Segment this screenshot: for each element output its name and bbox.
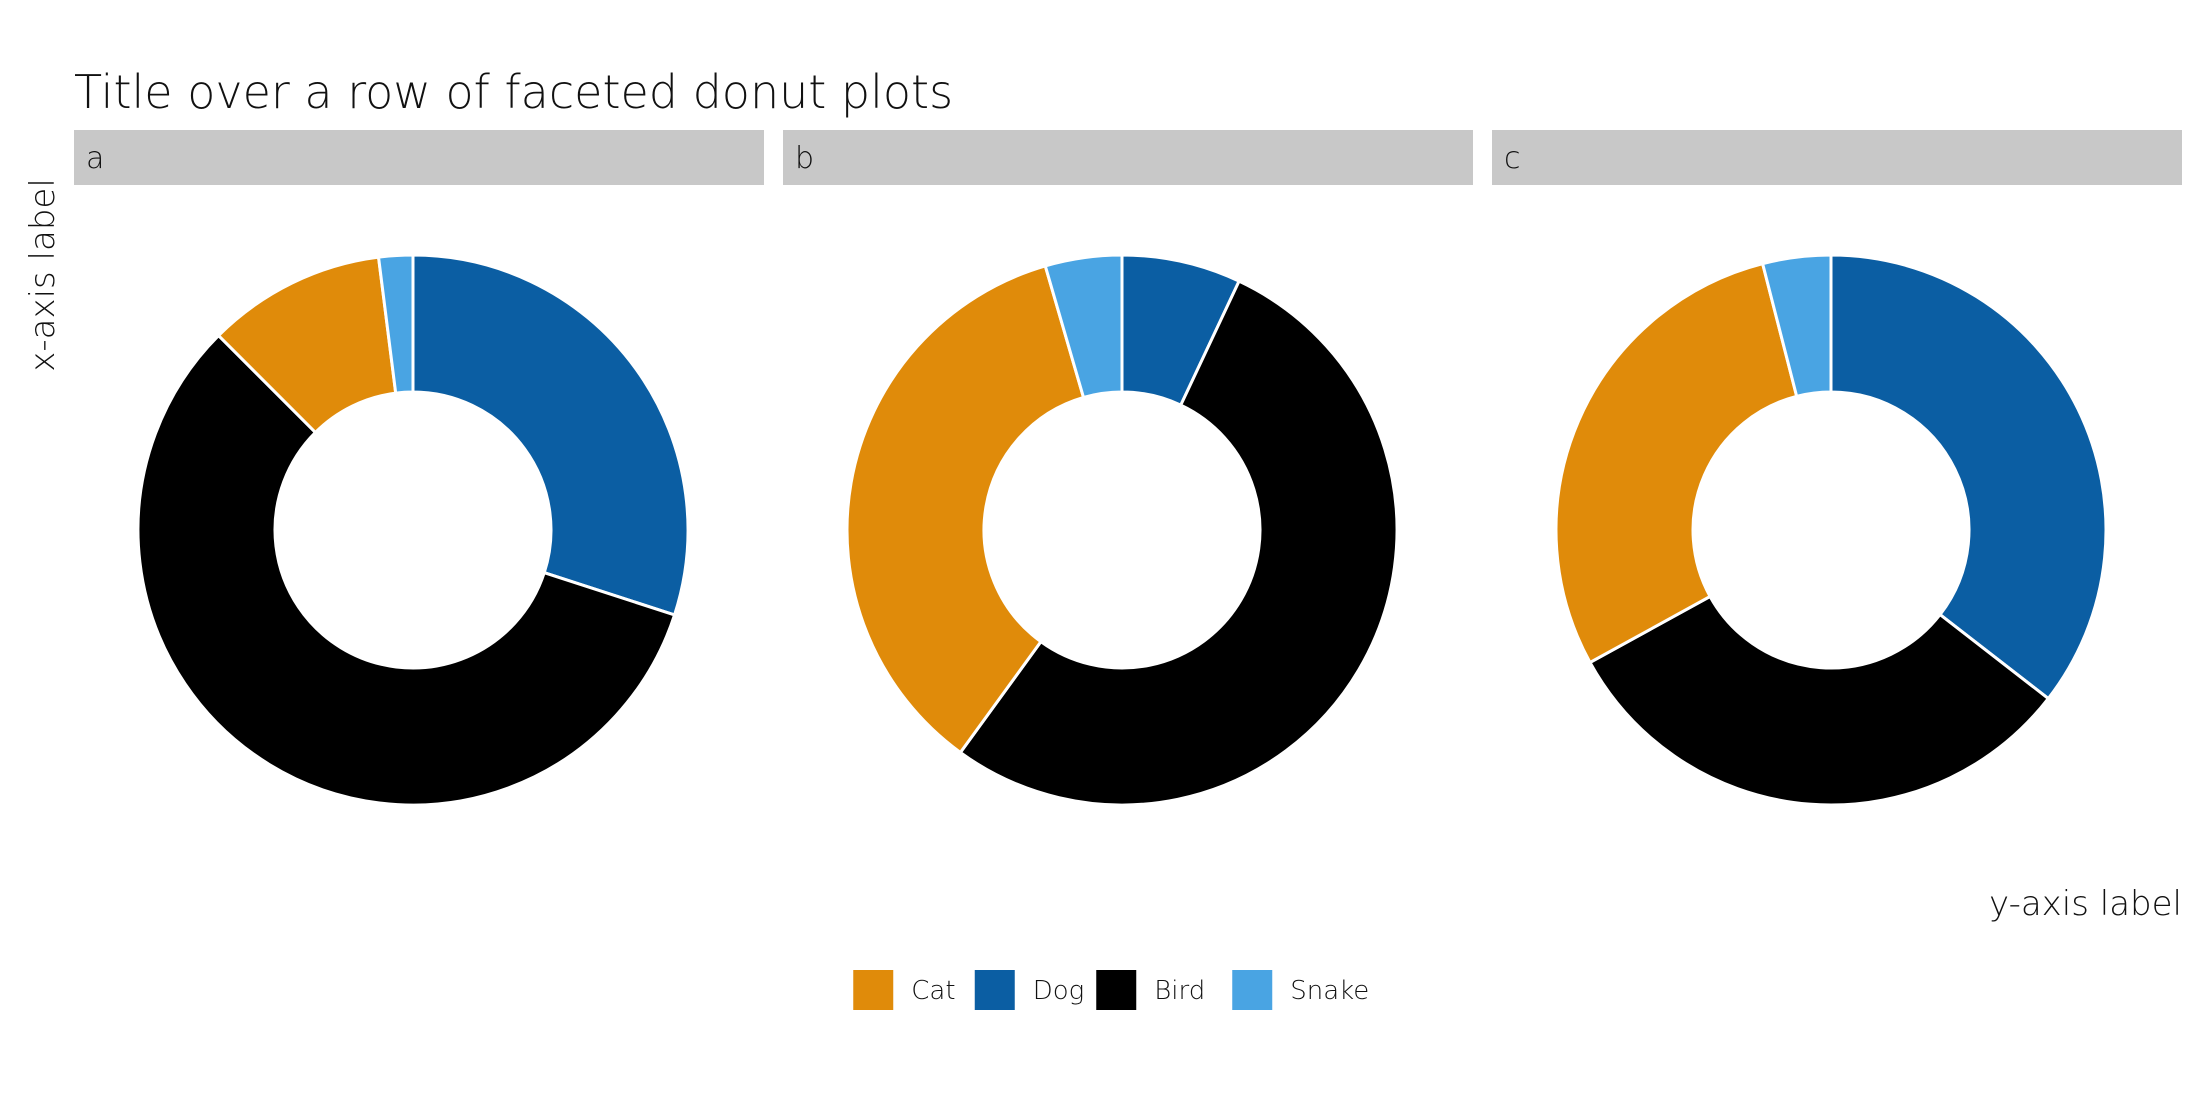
facet-strip-label: b [795, 141, 814, 176]
facet-strip-label: a [86, 141, 104, 176]
legend-key [974, 970, 1015, 1010]
donut-slice-dog [1829, 253, 2108, 701]
legend-key [1232, 970, 1273, 1010]
legend-item-cat: Cat [853, 970, 956, 1010]
chart-title: Title over a row of faceted donut plots [74, 65, 953, 119]
legend-item-bird: Bird [1096, 970, 1205, 1010]
facet-strip [783, 130, 1473, 185]
donut-slice-dog [411, 253, 690, 617]
facet-panels: a b c [74, 130, 2182, 807]
facet-strip [74, 130, 764, 185]
legend: Cat Dog Bird Snake [853, 970, 1369, 1010]
donut-slice-bird [958, 279, 1399, 807]
facet-panel-c: c [1492, 130, 2182, 807]
donut-slice-bird [136, 333, 677, 807]
donut-slice-cat [1554, 261, 1799, 665]
legend-label: Bird [1154, 976, 1205, 1006]
donut-slice-snake [1043, 253, 1124, 400]
y-axis-label: y-axis label [1989, 884, 2182, 924]
donut-slice-cat [845, 264, 1086, 755]
legend-label: Dog [1033, 976, 1085, 1006]
donut-slice-snake [376, 253, 415, 395]
facet-strip-label: c [1504, 141, 1521, 176]
legend-label: Snake [1290, 976, 1369, 1006]
legend-label: Cat [911, 976, 955, 1006]
legend-key [853, 970, 894, 1010]
donut-slice-bird [1587, 594, 2051, 807]
legend-key [1096, 970, 1137, 1010]
facet-panel-a: a [74, 130, 764, 807]
legend-item-dog: Dog [974, 970, 1085, 1010]
legend-item-snake: Snake [1232, 970, 1369, 1010]
facet-panel-b: b [783, 130, 1473, 807]
facet-strip [1492, 130, 2182, 185]
donut-slice-snake [1760, 253, 1833, 399]
x-axis-label: x-axis label [23, 178, 63, 372]
